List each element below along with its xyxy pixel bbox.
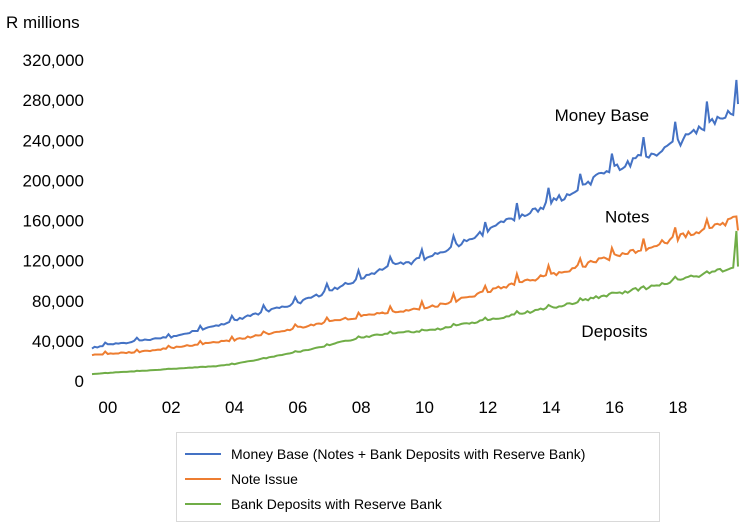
legend: Money Base (Notes + Bank Deposits with R…	[176, 432, 660, 522]
x-tick-label: 04	[225, 398, 244, 417]
legend-label-note-issue: Note Issue	[231, 471, 298, 487]
legend-item-bank-deposits: Bank Deposits with Reserve Bank	[185, 493, 442, 515]
annotation-label: Deposits	[581, 322, 647, 341]
annotations: Money Base Notes Deposits	[555, 106, 650, 341]
x-tick-label: 00	[98, 398, 117, 417]
y-tick-label: 0	[75, 372, 84, 391]
y-tick-label: 160,000	[23, 212, 84, 231]
x-tick-label: 12	[478, 398, 497, 417]
x-tick-label: 06	[288, 398, 307, 417]
legend-swatch-note-issue	[185, 478, 221, 480]
y-tick-label: 240,000	[23, 131, 84, 150]
chart: R millions 0 40,000 80,000 120,000 160,000 20…	[6, 13, 739, 417]
y-tick-label: 320,000	[23, 51, 84, 70]
y-tick-label: 200,000	[23, 171, 84, 190]
x-tick-label: 16	[605, 398, 624, 417]
legend-item-money-base: Money Base (Notes + Bank Deposits with R…	[185, 443, 585, 465]
x-tick-label: 08	[352, 398, 371, 417]
legend-swatch-bank-deposits	[185, 503, 221, 505]
y-tick-label: 40,000	[32, 332, 84, 351]
x-tick-label: 02	[162, 398, 181, 417]
y-tick-label: 80,000	[32, 292, 84, 311]
y-tick-label: 120,000	[23, 252, 84, 271]
annotation-label: Money Base	[555, 106, 650, 125]
x-tick-label: 14	[542, 398, 561, 417]
legend-label-bank-deposits: Bank Deposits with Reserve Bank	[231, 496, 442, 512]
y-tick-label: 280,000	[23, 91, 84, 110]
legend-swatch-money-base	[185, 453, 221, 455]
legend-label-money-base: Money Base (Notes + Bank Deposits with R…	[231, 446, 586, 462]
series-line	[91, 79, 739, 350]
plot-lines	[91, 79, 739, 376]
x-tick-label: 18	[668, 398, 687, 417]
y-axis: 0 40,000 80,000 120,000 160,000 200,000 240,00…	[23, 51, 84, 391]
x-axis: 00 02 04 06 08 10 12 14 16 18	[98, 398, 687, 417]
x-tick-label: 10	[415, 398, 434, 417]
y-unit-label: R millions	[6, 13, 80, 32]
series-line	[91, 230, 739, 376]
legend-item-note-issue: Note Issue	[185, 468, 298, 490]
series-line	[91, 215, 739, 357]
annotation-label: Notes	[605, 208, 649, 227]
